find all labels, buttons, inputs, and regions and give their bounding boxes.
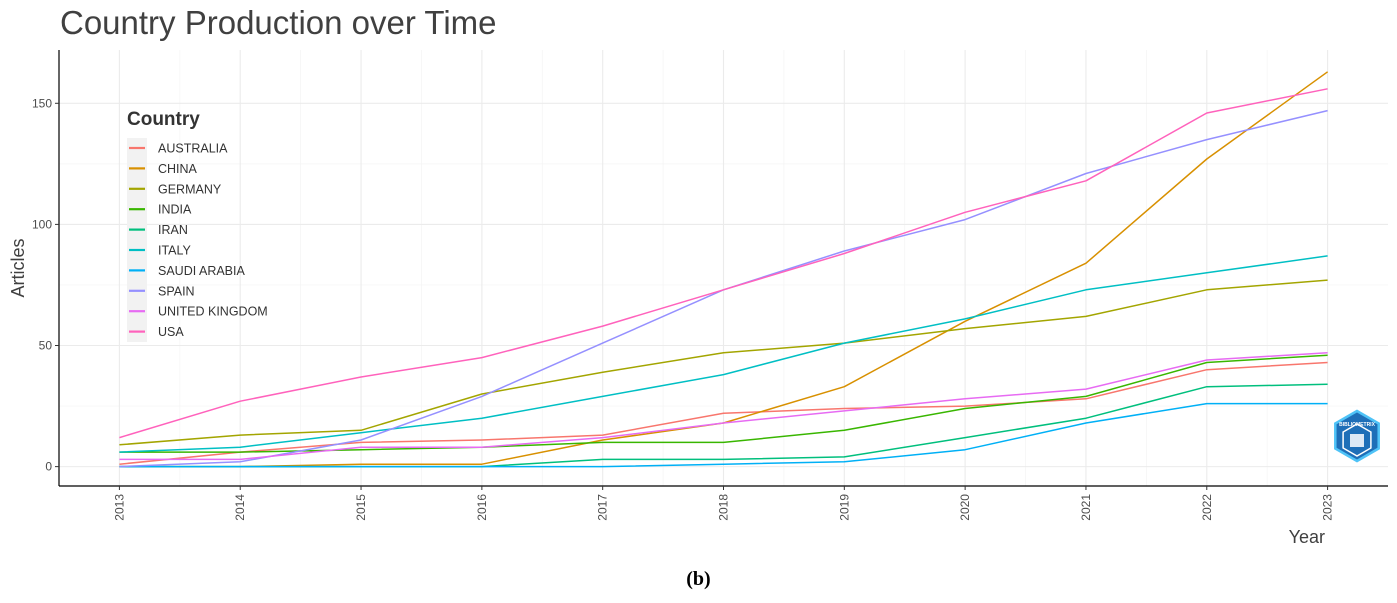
x-tick-label: 2017 (596, 494, 610, 521)
bibliometrix-logo-book (1350, 434, 1364, 447)
series-line-india (119, 354, 1328, 453)
x-tick-label: 2016 (475, 494, 489, 521)
line-chart: 0 50 100 150 2013 2014 2015 2016 2017 2018 2019 202… (8, 50, 1388, 547)
x-tick-label: 2015 (354, 494, 368, 521)
legend-label: ITALY (158, 244, 192, 258)
legend-label: USA (158, 325, 184, 339)
bibliometrix-logo: BIBLIOMETRIX (1334, 409, 1380, 463)
series-line-italy (119, 255, 1328, 453)
legend-label: UNITED KINGDOM (158, 305, 268, 319)
x-tick-label: 2014 (233, 494, 247, 521)
legend-label: CHINA (158, 162, 198, 176)
x-tick-label: 2018 (717, 494, 731, 521)
legend-label: SAUDI ARABIA (158, 264, 245, 278)
x-tick-label: 2013 (112, 494, 126, 521)
legend-label: AUSTRALIA (158, 142, 228, 156)
x-tick-label: 2023 (1321, 494, 1335, 521)
series-lines (119, 71, 1329, 468)
bibliometrix-logo-text: BIBLIOMETRIX (1339, 422, 1375, 428)
legend-label: GERMANY (158, 182, 222, 196)
chart-title: Country Production over Time (60, 4, 497, 41)
series-line-united-kingdom (119, 352, 1328, 461)
figure-caption-text: (b) (686, 568, 711, 590)
y-axis-title: Articles (8, 238, 28, 297)
legend-title: Country (127, 109, 200, 130)
y-tick-label: 0 (45, 460, 52, 474)
series-line-saudi-arabia (119, 402, 1328, 468)
y-tick-label: 50 (39, 339, 53, 353)
legend-label: SPAIN (158, 284, 195, 298)
y-tick-label: 100 (32, 217, 52, 231)
legend: Country AUSTRALIA CHINA GERMANY INDIA IRAN ITA… (127, 109, 268, 342)
figure-caption: (b) (0, 568, 1397, 591)
x-tick-label: 2021 (1079, 494, 1093, 521)
x-tick-label: 2019 (837, 494, 851, 521)
x-tick-label: 2022 (1200, 494, 1214, 521)
series-line-germany (119, 279, 1328, 446)
series-line-usa (119, 88, 1328, 439)
bibliometrix-logo-inner (1342, 423, 1372, 457)
y-tick-label: 150 (32, 96, 52, 110)
series-line-australia (119, 361, 1328, 465)
legend-label: IRAN (158, 223, 188, 237)
grid (59, 50, 1388, 486)
x-axis-title: Year (1289, 527, 1325, 547)
x-tick-label: 2020 (958, 494, 972, 521)
legend-label: INDIA (158, 203, 192, 217)
axes: 0 50 100 150 2013 2014 2015 2016 2017 2018 2019 202… (8, 50, 1388, 547)
